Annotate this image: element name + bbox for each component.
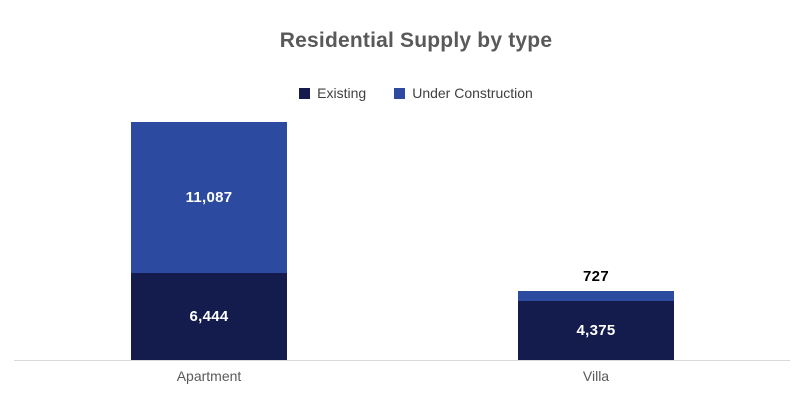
x-axis-line: [14, 360, 790, 361]
legend-swatch-existing: [299, 87, 311, 99]
legend-swatch-under-construction: [394, 87, 406, 99]
legend: Existing Under Construction: [32, 85, 800, 101]
data-label-villa-under-construction: 727: [583, 267, 609, 285]
bar-group-apartment: 11,087 6,444: [131, 122, 287, 360]
legend-label-existing: Existing: [317, 85, 367, 101]
bar-group-villa: 727 4,375: [518, 268, 674, 360]
bar-segment-apartment-existing[interactable]: 6,444: [131, 272, 287, 360]
legend-label-under-construction: Under Construction: [412, 85, 533, 101]
legend-item-existing[interactable]: Existing: [299, 85, 366, 101]
category-label-villa: Villa: [582, 368, 610, 384]
data-label-villa-existing: 4,375: [576, 321, 616, 339]
bar-segment-apartment-under-construction[interactable]: 11,087: [131, 122, 287, 273]
data-label-apartment-under-construction: 11,087: [185, 188, 233, 206]
bar-segment-villa-existing[interactable]: 4,375: [518, 300, 674, 360]
chart-title: Residential Supply by type: [279, 29, 553, 52]
bar-segment-villa-under-construction[interactable]: [518, 290, 674, 301]
legend-item-under-construction[interactable]: Under Construction: [394, 85, 533, 101]
category-label-apartment: Apartment: [176, 368, 242, 384]
data-label-apartment-existing: 6,444: [189, 307, 229, 325]
